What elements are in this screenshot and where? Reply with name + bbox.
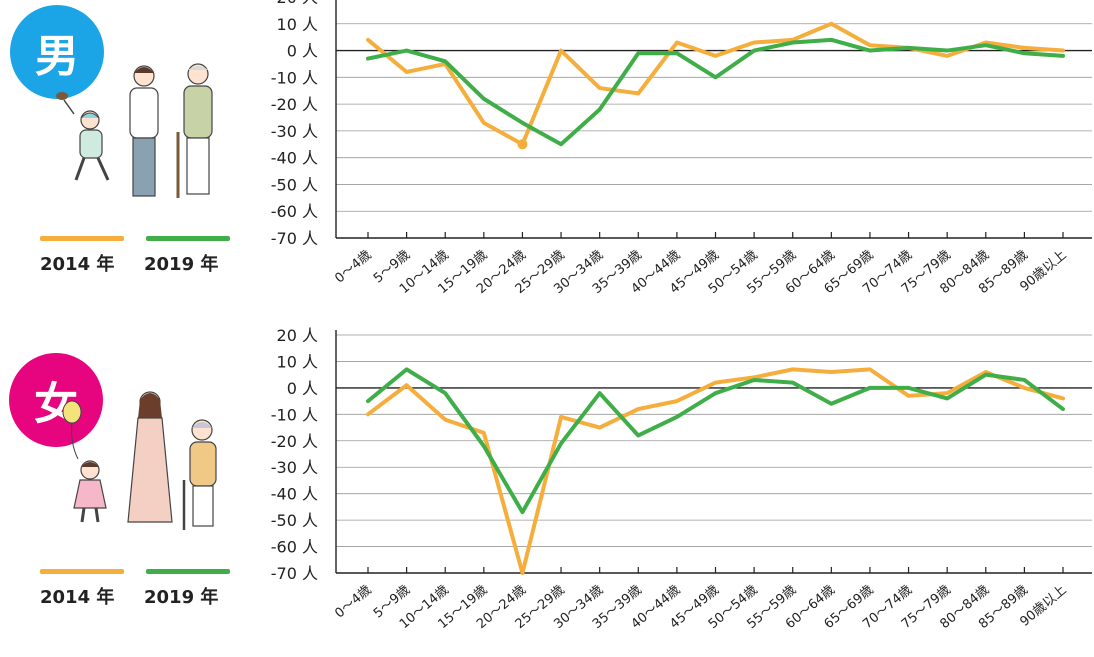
y-tick-label: -10 人: [271, 68, 318, 87]
series-line-2019: [366, 37, 1065, 147]
y-tick-label: -40 人: [271, 485, 318, 504]
female-family-illustration: [62, 391, 217, 530]
y-tick-label: -60 人: [271, 202, 318, 221]
male-legend: 2014 年 2019 年: [40, 236, 240, 276]
female-legend: 2014 年 2019 年: [40, 569, 240, 609]
y-tick-label: -70 人: [271, 229, 318, 248]
series-line-2014: [366, 367, 1065, 575]
legend-label-2014: 2014 年: [40, 254, 115, 275]
y-tick-label: 0 人: [287, 379, 318, 398]
y-tick-label: -70 人: [271, 564, 318, 583]
female-panel: 女 2014 年 2019 年 20 人 10 人 0 人 -10 人 -20 人 -30…: [0, 325, 1094, 657]
y-tick-label: -30 人: [271, 122, 318, 141]
legend-swatch-2019: [146, 569, 230, 574]
x-tick-label: 0～4歳: [332, 583, 374, 622]
y-tick-label: -20 人: [271, 432, 318, 451]
series-line-2014: [366, 21, 1065, 147]
y-tick-label: 20 人: [277, 0, 318, 7]
x-tick-label: 0～4歳: [332, 248, 374, 287]
y-tick-label: 20 人: [277, 326, 318, 345]
y-tick-label: 10 人: [277, 15, 318, 34]
legend-label-2019: 2019 年: [144, 254, 219, 275]
y-tick-label: -30 人: [271, 458, 318, 477]
series-line-2019: [366, 367, 1065, 515]
legend-label-2019: 2019 年: [144, 587, 219, 608]
y-tick-label: -40 人: [271, 149, 318, 168]
legend-swatch-2014: [40, 236, 124, 241]
y-tick-label: -50 人: [271, 175, 318, 194]
legend-label-2014: 2014 年: [40, 587, 115, 608]
female-badge: 女: [9, 353, 103, 447]
y-tick-label: -50 人: [271, 511, 318, 530]
male-panel: 男 2014 年 2019 年 20 人 10 人 0 人 -10 人 -20 人 -30…: [0, 0, 1094, 325]
legend-swatch-2019: [146, 236, 230, 241]
male-badge: 男: [10, 5, 104, 99]
y-tick-label: 0 人: [287, 42, 318, 61]
male-line-chart: 20 人 10 人 0 人 -10 人 -20 人 -30 人 -40 人 -50 人 -60 …: [271, 0, 1092, 297]
y-tick-label: 10 人: [277, 352, 318, 371]
y-tick-label: -60 人: [271, 538, 318, 557]
y-tick-label: -10 人: [271, 405, 318, 424]
female-line-chart: 20 人 10 人 0 人 -10 人 -20 人 -30 人 -40 人 -50 人 -60 …: [271, 326, 1092, 632]
data-point-marker: [517, 139, 528, 150]
male-family-illustration: [56, 63, 213, 198]
y-tick-label: -20 人: [271, 95, 318, 114]
legend-swatch-2014: [40, 569, 124, 574]
